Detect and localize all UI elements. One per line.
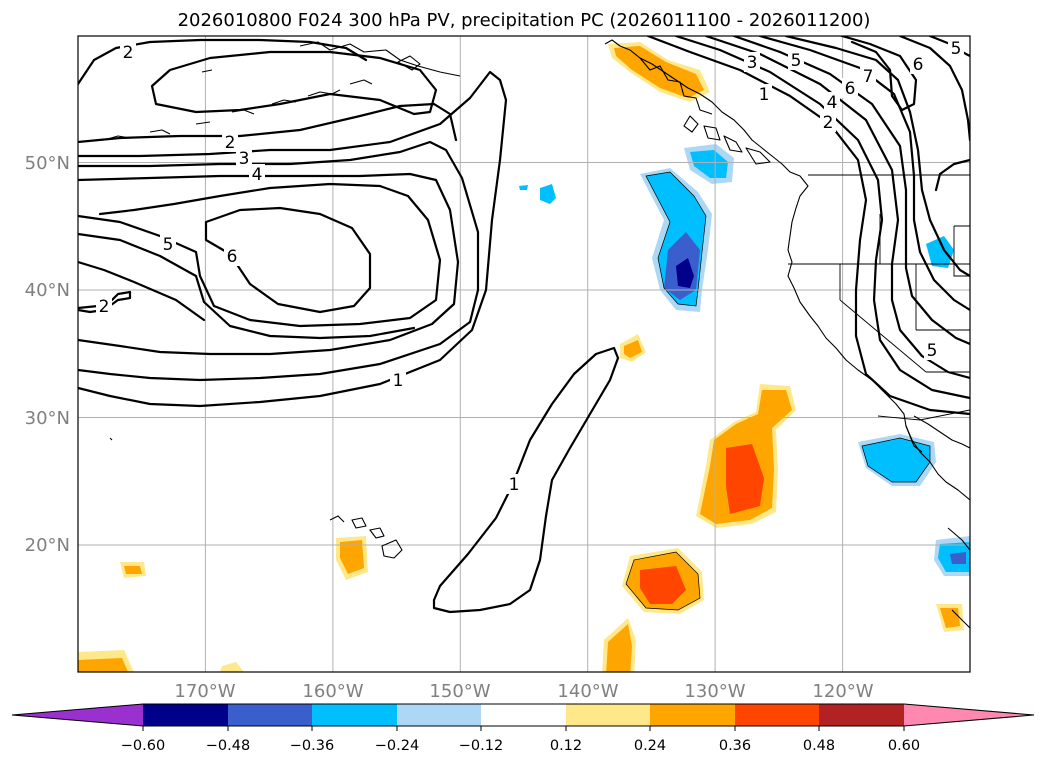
colorbar-extend-high bbox=[904, 704, 1034, 726]
map-frame bbox=[77, 35, 971, 673]
colorbar-tick-label: 0.60 bbox=[888, 738, 920, 754]
colorbar-bin bbox=[650, 704, 735, 726]
lon-label: 160°W bbox=[302, 681, 363, 702]
colorbar-bin bbox=[735, 704, 819, 726]
lon-label: 140°W bbox=[557, 681, 618, 702]
pv-label: 2 bbox=[225, 133, 236, 153]
longitude-labels: 170°W 160°W 150°W 140°W 130°W 120°W bbox=[174, 681, 873, 702]
colorbar-bin bbox=[566, 704, 650, 726]
pv-label: 5 bbox=[163, 235, 174, 255]
lat-label: 50°N bbox=[25, 153, 70, 174]
pv-label: 5 bbox=[927, 341, 938, 361]
latitude-labels: 50°N 40°N 30°N 20°N bbox=[25, 153, 70, 556]
colorbar-tick-label: 0.24 bbox=[634, 738, 666, 754]
colorbar-bin bbox=[312, 704, 397, 726]
precip-hawaii-east-positive bbox=[622, 548, 704, 614]
colorbar-tick-label: 0.36 bbox=[719, 738, 751, 754]
map-title: 2026010800 F024 300 hPa PV, precipitatio… bbox=[178, 10, 871, 31]
lon-label: 150°W bbox=[429, 681, 490, 702]
colorbar: −0.60 −0.48 −0.36 −0.24 −0.12 0.12 0.24 … bbox=[11, 703, 1035, 754]
pv-label: 1 bbox=[509, 475, 520, 495]
map-area: 2 2 3 4 5 6 2 1 1 3 5 bbox=[77, 35, 971, 673]
colorbar-tick-label: −0.48 bbox=[206, 738, 250, 754]
colorbar-ticks bbox=[142, 726, 905, 731]
colorbar-bin bbox=[481, 704, 566, 726]
pv-label: 7 bbox=[863, 67, 874, 87]
pv-label: 4 bbox=[252, 165, 263, 185]
pv-label: 4 bbox=[827, 93, 838, 113]
precip-subtropical-positive bbox=[696, 384, 796, 528]
pv-label: 2 bbox=[99, 297, 110, 317]
pv-label: 5 bbox=[791, 51, 802, 71]
precip-small-negative bbox=[519, 184, 970, 576]
colorbar-tick-label: 0.48 bbox=[803, 738, 835, 754]
pv-label: 3 bbox=[747, 53, 758, 73]
lon-label: 170°W bbox=[174, 681, 235, 702]
colorbar-bin bbox=[819, 704, 904, 726]
colorbar-bin bbox=[228, 704, 312, 726]
colorbar-tick-label: −0.12 bbox=[459, 738, 503, 754]
precip-offshore-negative bbox=[640, 168, 712, 312]
lon-label: 130°W bbox=[684, 681, 745, 702]
pv-label: 3 bbox=[239, 149, 250, 169]
pv-label: 6 bbox=[913, 55, 924, 75]
colorbar-tick-label: −0.36 bbox=[290, 738, 334, 754]
pv-label: 1 bbox=[759, 85, 770, 105]
precip-shading bbox=[78, 42, 970, 672]
pv-label: 2 bbox=[123, 43, 134, 63]
pv-label: 1 bbox=[393, 371, 404, 391]
pv-label: 6 bbox=[227, 247, 238, 267]
precip-alaska-positive bbox=[608, 42, 710, 102]
lon-label: 120°W bbox=[812, 681, 873, 702]
pv-contour-labels: 2 2 3 4 5 6 2 1 1 3 5 bbox=[96, 38, 964, 495]
colorbar-tick-label: −0.60 bbox=[121, 738, 165, 754]
colorbar-bin bbox=[397, 704, 481, 726]
colorbar-bin bbox=[143, 704, 228, 726]
pv-label: 6 bbox=[845, 79, 856, 99]
pv-label: 5 bbox=[951, 39, 962, 59]
colorbar-extend-low bbox=[12, 704, 143, 726]
lat-label: 40°N bbox=[25, 280, 70, 301]
pv-label: 2 bbox=[823, 113, 834, 133]
colorbar-tick-label: 0.12 bbox=[550, 738, 582, 754]
colorbar-tick-label: −0.24 bbox=[375, 738, 419, 754]
lat-label: 30°N bbox=[25, 408, 70, 429]
lat-label: 20°N bbox=[25, 535, 70, 556]
coastlines bbox=[103, 39, 970, 629]
precip-bc-negative bbox=[684, 144, 734, 184]
precip-bottom-positive bbox=[78, 618, 636, 672]
